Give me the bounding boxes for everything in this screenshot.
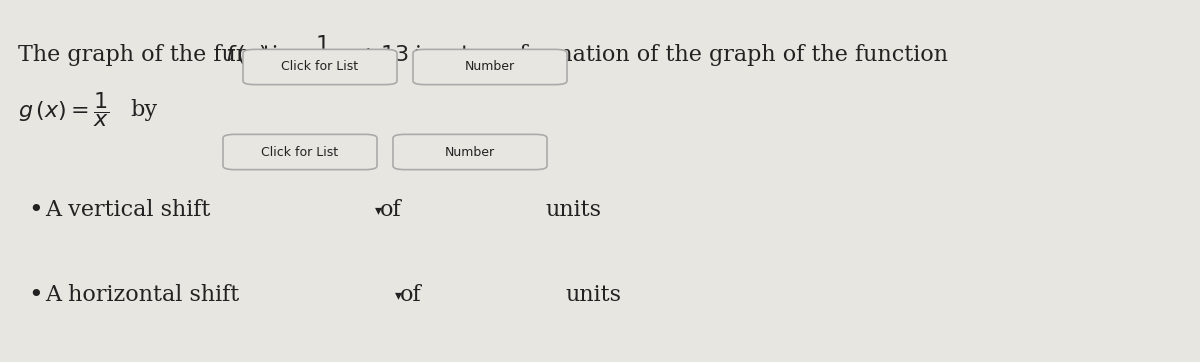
Text: Click for List: Click for List bbox=[282, 60, 359, 73]
Text: $f\,(x) =$: $f\,(x) =$ bbox=[226, 43, 289, 67]
Text: by: by bbox=[130, 99, 157, 121]
Text: •: • bbox=[28, 198, 43, 222]
Text: Number: Number bbox=[464, 60, 515, 73]
Text: is a transformation of the graph of the function: is a transformation of the graph of the … bbox=[415, 44, 948, 66]
Text: ▾: ▾ bbox=[374, 203, 382, 217]
Text: of: of bbox=[380, 199, 402, 221]
Text: $+\,13$: $+\,13$ bbox=[358, 44, 409, 66]
Text: •: • bbox=[28, 283, 43, 307]
Text: A vertical shift: A vertical shift bbox=[46, 199, 210, 221]
FancyBboxPatch shape bbox=[242, 49, 397, 85]
Text: Click for List: Click for List bbox=[262, 146, 338, 159]
Text: ▾: ▾ bbox=[395, 288, 402, 302]
Text: A horizontal shift: A horizontal shift bbox=[46, 284, 239, 306]
Text: units: units bbox=[565, 284, 622, 306]
Text: $\dfrac{1}{x-4}$: $\dfrac{1}{x-4}$ bbox=[295, 34, 353, 76]
FancyBboxPatch shape bbox=[394, 134, 547, 170]
Text: of: of bbox=[400, 284, 421, 306]
FancyBboxPatch shape bbox=[413, 49, 566, 85]
Text: Number: Number bbox=[445, 146, 496, 159]
FancyBboxPatch shape bbox=[223, 134, 377, 170]
Text: units: units bbox=[545, 199, 601, 221]
Text: The graph of the function: The graph of the function bbox=[18, 44, 306, 66]
Text: $g\,(x) = \dfrac{1}{x}$: $g\,(x) = \dfrac{1}{x}$ bbox=[18, 90, 109, 130]
